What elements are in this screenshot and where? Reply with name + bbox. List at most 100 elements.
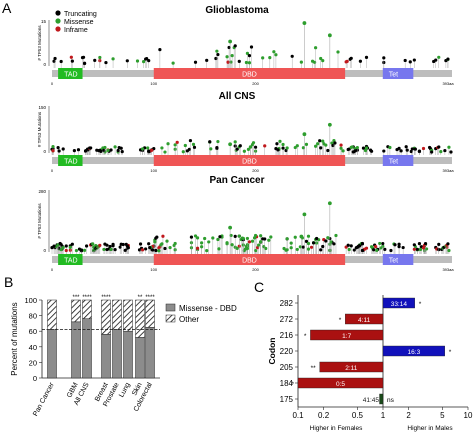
lollipop-marker xyxy=(290,54,294,58)
lollipop-marker xyxy=(278,139,282,143)
lollipop-marker xyxy=(389,248,393,253)
b-legend-missense-label: Missense - DBD xyxy=(179,304,237,313)
pos-tick-100: 100 xyxy=(150,168,157,173)
domain-tet-label: Tet xyxy=(389,258,398,265)
lollipop-marker xyxy=(118,245,122,249)
lollipop-marker xyxy=(339,143,343,147)
lollipop-marker xyxy=(430,150,434,154)
c-bar-label: 4:11 xyxy=(358,317,371,324)
lollipop-marker xyxy=(207,240,211,244)
lollipop-marker xyxy=(125,59,129,63)
lollipop-marker xyxy=(404,145,408,149)
lollipop-marker xyxy=(68,245,72,249)
c-bar-label: 41:45 xyxy=(363,397,380,404)
lollipop-marker xyxy=(225,55,229,59)
lollipop-marker xyxy=(285,237,289,241)
lollipop-marker xyxy=(211,236,215,240)
c-xtick-label: 2 xyxy=(406,411,411,420)
c-bar xyxy=(310,329,384,341)
lollipop-marker xyxy=(163,150,167,154)
lollipop-marker xyxy=(108,244,112,249)
lollipop-marker xyxy=(200,245,204,249)
lollipop-marker xyxy=(109,148,113,152)
b-significance: ** xyxy=(138,295,143,301)
lollipop-marker xyxy=(437,145,441,149)
legend-missense-label: Missense xyxy=(64,19,94,26)
lollipop-marker xyxy=(264,246,268,251)
legend-inframe-label: Inframe xyxy=(64,27,88,34)
b-ytick-label: 0 xyxy=(33,374,37,383)
lollipop-marker xyxy=(363,148,368,153)
lollipop-marker xyxy=(293,145,297,150)
hotspot-marker xyxy=(302,21,307,25)
lollipop-marker xyxy=(333,141,337,145)
lollipop-marker xyxy=(284,148,288,153)
lollipop-marker xyxy=(334,233,338,238)
c-bar-label: 16:3 xyxy=(408,349,421,356)
hotspot-marker xyxy=(302,212,307,217)
lollipop-marker xyxy=(147,59,151,63)
c-significance: * xyxy=(449,349,452,356)
lollipop-marker xyxy=(109,247,113,251)
c-category-label: 175 xyxy=(280,395,294,404)
lollipop-marker xyxy=(57,149,61,153)
c-significance: * xyxy=(304,333,307,340)
lollipop-marker xyxy=(161,234,165,238)
panel-label-b: B xyxy=(4,274,13,290)
b-ytick-label: 60 xyxy=(29,327,37,336)
lollipop-marker xyxy=(318,139,322,143)
lollipop-marker xyxy=(330,141,334,145)
lollipop-marker xyxy=(195,246,200,250)
lollipop-marker xyxy=(358,59,362,63)
lollipop-marker xyxy=(230,243,234,247)
lollipop-ylabel: # TP53 Mutations xyxy=(37,25,42,61)
domain-dbd-label: DBD xyxy=(242,72,257,79)
lollipop-marker xyxy=(314,46,318,50)
lollipop-marker xyxy=(113,248,117,252)
hotspot-marker xyxy=(327,201,332,206)
c-category-label: 184 xyxy=(280,379,294,388)
pos-tick-200: 200 xyxy=(252,168,259,173)
lollipop-marker xyxy=(295,144,299,148)
panel-label-c: C xyxy=(254,279,264,295)
lollipop-marker xyxy=(349,244,353,248)
lollipop-marker xyxy=(268,56,272,60)
lollipop-marker xyxy=(245,246,250,251)
lollipop-marker xyxy=(241,236,245,241)
lollipop-marker xyxy=(326,236,330,240)
lollipop-marker xyxy=(326,148,330,153)
lollipop-marker xyxy=(237,234,241,238)
lollipop-marker xyxy=(217,247,221,251)
pos-tick-end: 393aa xyxy=(442,168,454,173)
c-bar xyxy=(319,361,384,373)
lollipop-marker xyxy=(154,248,158,253)
c-bar xyxy=(382,345,445,357)
lollipop-marker xyxy=(214,56,218,61)
lollipop-marker xyxy=(309,245,314,249)
b-significance: *** xyxy=(72,295,80,301)
lollipop-marker xyxy=(145,56,149,61)
lollipop-marker xyxy=(346,243,350,247)
b-bar-missense xyxy=(123,330,133,379)
lollipop-marker xyxy=(339,146,343,150)
lollipop-marker xyxy=(262,245,266,249)
lollipop-marker xyxy=(413,147,417,151)
hotspot-marker xyxy=(302,132,307,137)
c-significance: ** xyxy=(311,365,317,372)
lollipop-marker xyxy=(408,60,412,64)
c-bar xyxy=(297,377,384,389)
domain-tad xyxy=(58,155,83,166)
lollipop-marker xyxy=(319,56,323,61)
lollipop-marker xyxy=(79,248,84,252)
domain-dbd-label: DBD xyxy=(242,258,257,265)
b-significance: **** xyxy=(82,295,92,301)
domain-dbd xyxy=(153,155,346,166)
panel-a-legend: Truncating Missense Inframe xyxy=(55,10,97,34)
lollipop-marker xyxy=(195,236,200,240)
lollipop-marker xyxy=(304,239,309,243)
lollipop-marker xyxy=(105,247,109,252)
lollipop-marker xyxy=(144,247,148,251)
lollipop-marker xyxy=(103,145,107,150)
lollipop-marker xyxy=(247,240,252,244)
